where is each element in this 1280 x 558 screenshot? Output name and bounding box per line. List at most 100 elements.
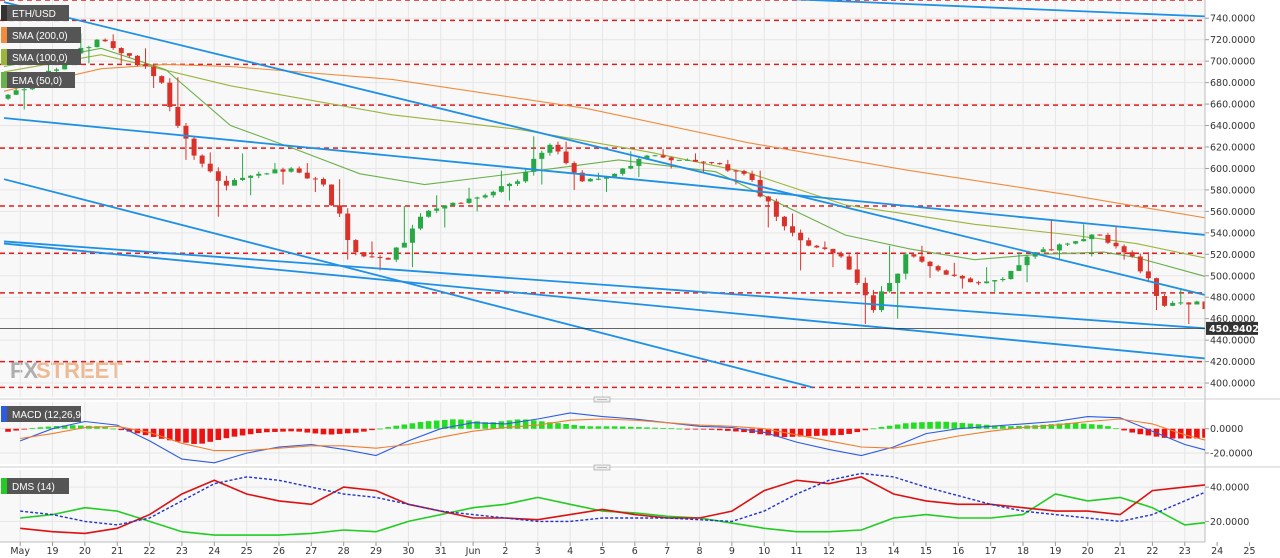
x-tick-label: 14 — [888, 546, 900, 557]
legend-ema50[interactable]: EMA (50,0) — [1, 72, 75, 88]
legend-ema50-label: EMA (50,0) — [12, 76, 62, 87]
candle-body — [450, 202, 456, 206]
macd-bar — [684, 428, 691, 430]
macd-bar — [805, 428, 812, 437]
candle-body — [806, 240, 812, 246]
signal-line — [20, 418, 1205, 452]
price-tick-label: 400.0000 — [1210, 379, 1255, 390]
macd-bar — [175, 428, 181, 442]
x-tick-label: 20 — [79, 546, 91, 557]
legend-dms-label: DMS (14) — [12, 482, 55, 493]
macd-bar — [1064, 422, 1071, 429]
x-tick-label: 28 — [338, 546, 350, 557]
macd-bar — [547, 422, 553, 429]
x-tick-label: 30 — [402, 546, 414, 557]
macd-bar — [943, 421, 949, 429]
macd-bar — [862, 428, 869, 431]
macd-line — [20, 412, 1205, 464]
legend-dms[interactable]: DMS (14) — [1, 478, 69, 494]
macd-bar — [733, 428, 739, 432]
candle-body — [612, 173, 618, 177]
candle-body — [587, 178, 593, 182]
macd-bar — [894, 424, 901, 429]
x-tick-label: 22 — [144, 546, 156, 557]
date-axis: May 19 20 21 22 23 24 25 26 27 28 29 30 31 Jun 2 3 4 5 6 7 8 9… — [10, 542, 1256, 557]
x-tick-label: 2 — [502, 546, 508, 557]
candle-body — [159, 76, 165, 83]
macd-bar — [45, 426, 52, 429]
legend-sma100[interactable]: SMA (100,0) — [1, 49, 81, 65]
macd-bar — [708, 428, 715, 430]
candle-body — [1024, 256, 1030, 266]
candle-body — [1145, 271, 1151, 279]
legend-symbol[interactable]: ETH/USD — [1, 5, 69, 21]
macd-bar — [272, 428, 278, 432]
macd-bar — [902, 423, 909, 429]
candle-body — [862, 282, 868, 296]
candle-body — [143, 64, 149, 67]
macd-resize-handle[interactable] — [593, 396, 611, 403]
x-tick-label: 23 — [176, 546, 188, 557]
macd-tick-label: 0.0000 — [1210, 424, 1243, 435]
x-tick-label: 15 — [920, 546, 932, 557]
legend-macd[interactable]: MACD (12,26,9) — [1, 406, 84, 422]
macd-bar — [514, 419, 521, 429]
candle-body — [741, 170, 747, 174]
trendline — [789, 0, 1205, 18]
macd-bar — [1202, 428, 1205, 438]
macd-bar — [134, 428, 141, 434]
x-tick-label: 25 — [241, 546, 253, 557]
x-tick-label: 9 — [729, 546, 735, 557]
current-price-tag: 450.94025 — [1206, 321, 1266, 335]
macd-bar — [959, 422, 966, 429]
candle-body — [547, 144, 553, 153]
candle-body — [668, 157, 674, 161]
macd-bar — [21, 428, 28, 430]
macd-bar — [320, 428, 327, 435]
macd-bar — [627, 426, 634, 429]
candle-body — [506, 183, 512, 187]
macd-bar — [1137, 428, 1144, 435]
candle-body — [102, 39, 108, 42]
x-tick-label: 26 — [273, 546, 285, 557]
candle-body — [1113, 242, 1119, 247]
candle-body — [304, 172, 310, 179]
candle-body — [781, 216, 787, 227]
dms-tick-label: 20.0000 — [1210, 517, 1249, 528]
macd-bar — [571, 424, 577, 429]
macd-bar — [522, 419, 529, 429]
candle-body — [94, 39, 100, 48]
candle-body — [1040, 249, 1046, 253]
price-tick-label: 480.0000 — [1210, 293, 1255, 304]
price-tick-label: 560.0000 — [1210, 207, 1255, 218]
x-tick-label: 29 — [370, 546, 382, 557]
candle-body — [539, 152, 545, 159]
macd-bar — [37, 427, 44, 429]
macd-bar — [264, 428, 270, 433]
macd-bar — [830, 428, 836, 436]
candle-body — [86, 47, 92, 49]
macd-bar — [975, 424, 982, 429]
candle-body — [620, 168, 626, 174]
macd-bar — [369, 428, 375, 431]
candle-body — [725, 164, 731, 171]
candle-body — [951, 274, 957, 276]
trendline — [3, 178, 813, 389]
candle-body — [903, 254, 909, 274]
macd-bar — [458, 419, 464, 429]
candle-body — [434, 208, 440, 211]
trendline — [3, 1, 1205, 296]
dms-resize-handle[interactable] — [593, 464, 611, 471]
macd-tick-label: -20.0000 — [1210, 449, 1253, 460]
price-tick-label: 420.0000 — [1210, 357, 1255, 368]
candle-body — [604, 176, 610, 179]
moving-averages — [3, 47, 1205, 277]
legend-sma200[interactable]: SMA (200,0) — [1, 27, 81, 43]
x-tick-label: 11 — [791, 546, 803, 557]
candle-body — [595, 178, 601, 180]
macd-bar — [118, 428, 125, 431]
candle-body — [935, 266, 941, 271]
candle-body — [838, 253, 844, 257]
macd-bar — [725, 428, 731, 431]
macd-bar — [239, 428, 246, 436]
